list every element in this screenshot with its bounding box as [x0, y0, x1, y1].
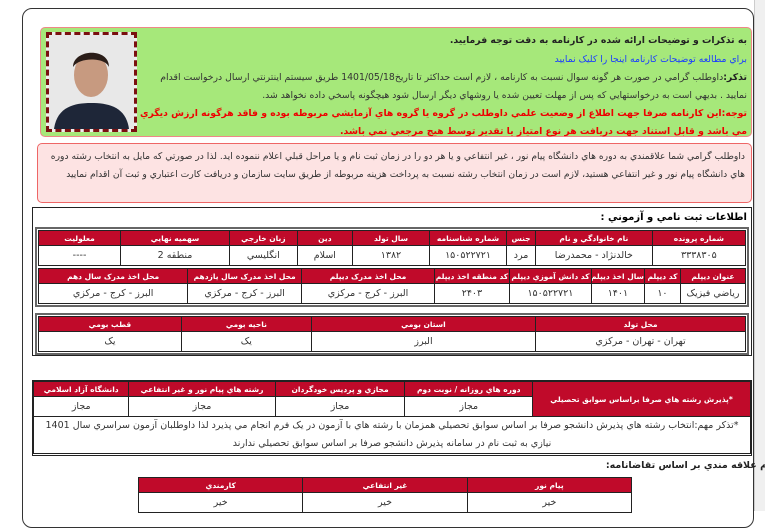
col-birthplace: محل تولد: [535, 316, 746, 332]
reminder-label: تذكر:: [723, 72, 747, 83]
col-diploma-year: سال اخذ ديپلم: [590, 268, 645, 284]
cell: ۱۳۸۲: [351, 245, 431, 266]
table-header-row: محل تولد استان بومي ناحيه بومي قطب بومي: [38, 316, 746, 332]
registration-info-section: اطلاعات ثبت نامي و آزموني : شماره پرونده…: [32, 207, 752, 356]
col-diploma-title: عنوان ديپلم: [679, 268, 747, 284]
cell: تهران - تهران - مركزي: [535, 331, 746, 352]
reminder-text: داوطلب گرامي در صورت هر گونه سوال نسبت ب…: [160, 72, 747, 101]
cell: مجاز: [274, 396, 406, 417]
table-header-row: شماره پرونده نام خانوادگي و نام جنس شماره ش…: [37, 230, 747, 246]
col-diploma-place: محل اخذ مدرک ديپلم: [301, 268, 435, 284]
interest-notice: داوطلب گرامي شما علاقمندي به دوره هاي دا…: [37, 143, 752, 203]
admission-section: *پذيرش رشته هاي صرفا براساس سوابق تحصيلي…: [32, 380, 752, 456]
cell: مجاز: [128, 396, 276, 417]
col-azad: دانشگاه آزاد اسلامي: [32, 381, 130, 397]
notice-warning: توجه:اين كارنامه صرفا جهت اطلاع از وضعيت…: [139, 108, 747, 137]
cell: مجاز: [32, 396, 130, 417]
table-row: مجاز مجاز مجاز مجاز: [32, 396, 751, 417]
cell: مجاز: [404, 396, 534, 417]
col-file-number: شماره پرونده: [651, 230, 747, 246]
col-birth-year: سال تولد: [351, 230, 431, 246]
notice-reminder: تذكر:داوطلب گرامي در صورت هر گونه سوال ن…: [45, 69, 747, 105]
cell: البرز - كرج - مركزي: [187, 283, 303, 304]
col-daily-courses: دوره هاي روزانه / نوبت دوم: [404, 381, 534, 397]
cell: خير: [302, 492, 468, 513]
cell: يک: [180, 331, 312, 352]
cell: مرد: [506, 245, 537, 266]
cell: البرز: [310, 331, 537, 352]
cell: ----: [37, 245, 122, 266]
admission-table: *پذيرش رشته هاي صرفا براساس سوابق تحصيلي…: [32, 381, 751, 454]
col-name: نام خانوادگي و نام: [535, 230, 653, 246]
interest-title: اعلام علاقه مندي بر اساس تقاضانامه:: [605, 460, 765, 471]
col-native-pole: قطب بومي: [38, 316, 182, 332]
cell: ۱۵۰۵۲۲۷۲۱: [428, 245, 508, 266]
interest-table: پيام نور غير انتفاعي كارمندي خير خير خير: [137, 477, 633, 513]
col-native-province: استان بومي: [310, 316, 537, 332]
table-header-row: *پذيرش رشته هاي صرفا براساس سوابق تحصيلي…: [32, 381, 751, 417]
col-payam-noor: رشته هاي پيام نور و غير انتفاعي: [128, 381, 276, 397]
cell: ۲۴۰۳: [433, 283, 510, 304]
cell: خير: [466, 492, 633, 513]
col-virtual: مجازي و پرديس خودگردان: [274, 381, 406, 397]
cell: خالدنژاد - محمدرضا: [535, 245, 653, 266]
explanations-link[interactable]: براي مطالعه توضيحات كارنامه اينجا را كلي…: [554, 54, 747, 65]
diploma-table: عنوان ديپلم كد ديپلم سال اخذ ديپلم كد دانش …: [37, 268, 747, 304]
admission-title: *پذيرش رشته هاي صرفا براساس سوابق تحصيلي: [532, 381, 751, 417]
cell: ۱۵۰۵۲۲۷۲۱: [508, 283, 592, 304]
table-row: رياضي فيزيک ۱۰ ۱۴۰۱ ۱۵۰۵۲۲۷۲۱ ۲۴۰۳ البرز - كر…: [37, 283, 747, 304]
notice-box: به تذكرات و توضيحات ارائه شده در كارنامه…: [40, 27, 752, 137]
col-religion: دين: [296, 230, 353, 246]
col-diploma-code: كد ديپلم: [643, 268, 681, 284]
birthplace-table: محل تولد استان بومي ناحيه بومي قطب بومي تهر…: [38, 316, 746, 352]
col-payam-noor: پيام نور: [466, 477, 633, 493]
cell: رياضي فيزيک: [679, 283, 747, 304]
table-row: تهران - تهران - مركزي البرز يک يک: [38, 331, 746, 352]
table-row: خير خير خير: [137, 492, 633, 513]
col-disability: معلوليت: [37, 230, 122, 246]
col-native-region: ناحيه بومي: [180, 316, 312, 332]
col-grade10-place: محل اخذ مدرک سال دهم: [37, 268, 189, 284]
scrollbar[interactable]: [754, 0, 765, 511]
col-region-code: كد منطقه اخذ ديپلم: [433, 268, 510, 284]
col-non-profit: غير انتفاعي: [302, 477, 468, 493]
col-student-code: كد دانش آموزي ديپلم: [508, 268, 592, 284]
notice-intro: به تذكرات و توضيحات ارائه شده در كارنامه…: [449, 35, 747, 46]
col-gender: جنس: [506, 230, 537, 246]
table-row: ۳۳۳۸۳۰۵ خالدنژاد - محمدرضا مرد ۱۵۰۵۲۲۷۲۱ ۱۳۸…: [37, 245, 747, 266]
section-title: اطلاعات ثبت نامي و آزموني :: [600, 212, 747, 223]
cell: البرز - كرج - مركزي: [301, 283, 435, 304]
cell: منطقه 2: [120, 245, 230, 266]
col-id-number: شماره شناسنامه: [428, 230, 508, 246]
note-row: *تذكر مهم:انتخاب رشته هاي پذيرش دانشجو ص…: [33, 416, 751, 454]
col-quota: سهميه نهايي: [120, 230, 230, 246]
cell: خير: [137, 492, 304, 513]
col-language: زبان خارجي: [228, 230, 298, 246]
col-employee: كارمندي: [137, 477, 304, 493]
cell: ۱۰: [643, 283, 681, 304]
cell: يک: [38, 331, 182, 352]
candidate-photo: [46, 32, 137, 132]
important-note: *تذكر مهم:انتخاب رشته هاي پذيرش دانشجو ص…: [33, 416, 751, 454]
col-grade11-place: محل اخذ مدرک سال يازدهم: [187, 268, 303, 284]
table-header-row: پيام نور غير انتفاعي كارمندي: [137, 477, 633, 493]
cell: البرز - كرج - مركزي: [37, 283, 189, 304]
cell: انگليسي: [228, 245, 298, 266]
cell: ۳۳۳۸۳۰۵: [651, 245, 747, 266]
personal-info-table: شماره پرونده نام خانوادگي و نام جنس شماره ش…: [37, 230, 747, 266]
cell: ۱۴۰۱: [590, 283, 645, 304]
cell: اسلام: [296, 245, 353, 266]
table-header-row: عنوان ديپلم كد ديپلم سال اخذ ديپلم كد دانش …: [37, 268, 747, 284]
